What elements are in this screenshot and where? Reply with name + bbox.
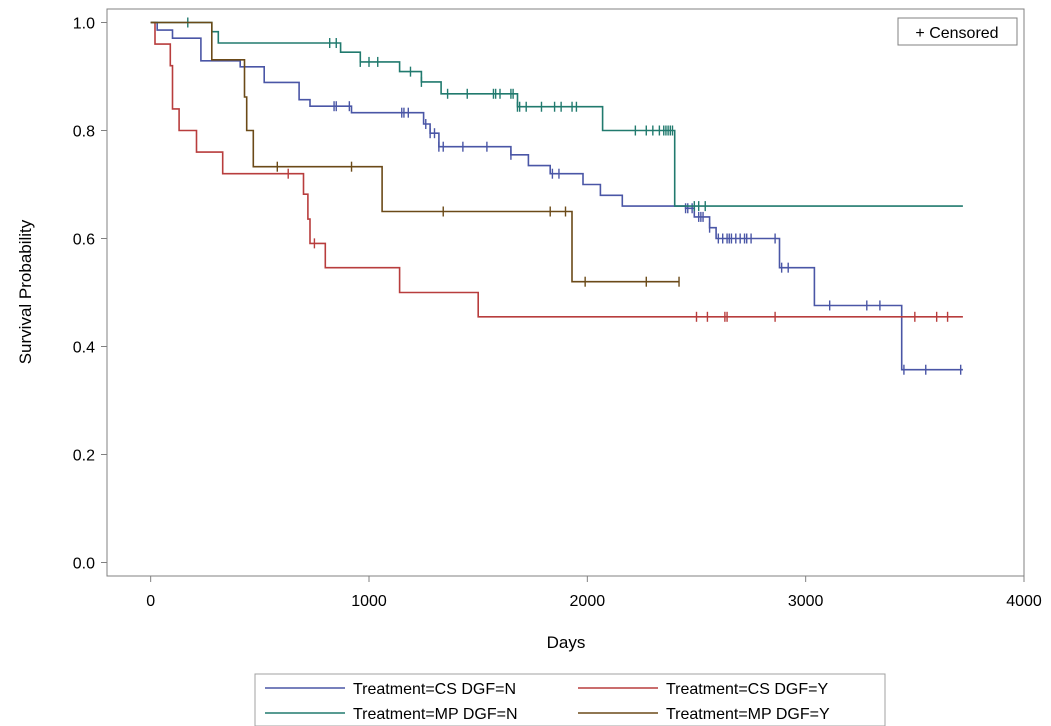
series-legend: Treatment=CS DGF=N Treatment=CS DGF=Y Trea…	[254, 673, 886, 726]
x-axis-title: Days	[547, 633, 586, 652]
y-tick-label: 0.4	[73, 340, 95, 357]
plot-frame	[106, 8, 1025, 577]
y-tick-label: 1.0	[73, 16, 95, 33]
censored-legend-box	[897, 17, 1018, 46]
y-tick-label: 0.8	[73, 124, 95, 141]
y-axis: 0.0 0.2 0.4 0.6 0.8 1.0	[73, 16, 107, 573]
x-axis: 0 1000 2000 3000 4000	[146, 576, 1042, 610]
series-line-1	[150, 21, 963, 318]
y-tick-label: 0.6	[73, 232, 95, 249]
legend-label-2: Treatment=MP DGF=N	[353, 706, 518, 723]
y-tick-label: 0.2	[73, 448, 95, 465]
series-line-2	[150, 21, 963, 207]
series-line-3	[150, 21, 679, 283]
y-tick-label: 0.0	[73, 556, 95, 573]
series-line-0	[150, 21, 963, 371]
legend-label-3: Treatment=MP DGF=Y	[666, 706, 830, 723]
series-layer	[150, 17, 963, 375]
x-tick-label: 2000	[570, 593, 606, 610]
legend-label-1: Treatment=CS DGF=Y	[666, 681, 828, 698]
y-axis-title: Survival Probability	[16, 219, 35, 364]
x-tick-label: 1000	[351, 593, 387, 610]
censored-legend: + Censored	[897, 17, 1018, 46]
legend-box	[254, 673, 886, 726]
censored-legend-label: + Censored	[915, 25, 998, 42]
x-tick-label: 0	[146, 593, 155, 610]
x-tick-label: 3000	[788, 593, 824, 610]
legend-label-0: Treatment=CS DGF=N	[353, 681, 516, 698]
x-tick-label: 4000	[1006, 593, 1042, 610]
